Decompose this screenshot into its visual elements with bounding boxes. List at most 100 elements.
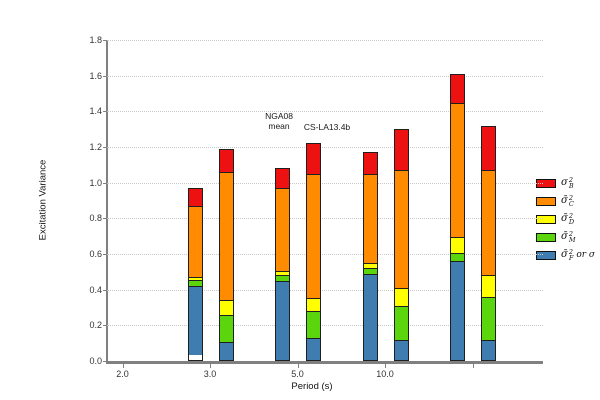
bar-segment-sigma2_F_or_sigma	[219, 341, 233, 360]
bar-segment-sigma2_B	[363, 153, 377, 175]
x-tick-label: 5.0	[291, 369, 304, 379]
stacked-bar-10.0-cs	[393, 129, 409, 361]
bar-segment-sigma2_B	[276, 169, 289, 189]
x-tick-label: 2.0	[116, 369, 129, 379]
bar-segment-sigma2_C	[451, 102, 464, 237]
bar-segment-sigma2_C	[363, 174, 377, 264]
bar-segment-sigma2_B	[451, 74, 464, 103]
gridline-y-1.0	[107, 182, 543, 184]
bar-segment-sigma2_B	[482, 126, 495, 171]
legend-item: σ̄ 2 D	[536, 210, 595, 228]
bar-segment-sigma2_M	[188, 279, 202, 286]
bar-segment-sigma2_M	[276, 275, 289, 282]
y-tick-mark	[103, 361, 107, 362]
y-tick-label: 0.6	[89, 249, 102, 259]
gridline-y-1.2	[107, 147, 543, 148]
gridline-y-0.8	[107, 218, 543, 220]
bar-segment-sigma2_D	[363, 263, 377, 268]
x-tick-mark	[297, 364, 299, 368]
y-tick-mark	[103, 325, 107, 327]
bar-segment-sigma2_F_or_sigma	[307, 338, 320, 360]
y-tick-mark	[103, 182, 107, 184]
bar-segment-sigma2_F_or_sigma	[482, 339, 495, 360]
bar-segment-sigma2_C	[307, 173, 320, 299]
annotation-nga08-line1: NGA08	[265, 111, 293, 121]
legend-label: σ̄ 2 M	[561, 230, 576, 244]
y-axis-title: Excitation Variance	[37, 159, 49, 241]
legend-label: σ̄ 2 C	[561, 194, 574, 208]
bar-segment-sigma2_F_or_sigma	[394, 339, 408, 360]
bar-segment-sigma2_C	[219, 172, 233, 300]
bar-segment-sigma2_B	[188, 189, 202, 206]
x-tick-label: 3.0	[203, 369, 217, 379]
gridline-y-1.6	[107, 75, 543, 77]
gridline-y-0.6	[107, 254, 543, 255]
y-tick-label: 1.2	[89, 142, 102, 152]
bar-segment-sigma2_C	[188, 205, 202, 277]
y-tick-mark	[103, 218, 107, 220]
bar-segment-sigma2_F_or_sigma	[451, 261, 464, 360]
gridline-y-0.2	[107, 325, 543, 327]
stacked-bar-3.0-nga08	[187, 188, 203, 361]
bar-segment-sigma2_D	[188, 276, 202, 280]
annotation-cs-la13: CS-LA13.4b	[303, 122, 351, 132]
x-tick-mark	[472, 364, 474, 368]
stacked-bar-3.0-cs	[218, 148, 234, 361]
y-tick-mark	[103, 40, 107, 41]
bar-segment-sigma2_M	[482, 297, 495, 340]
bar-segment-sigma2_M	[363, 267, 377, 275]
gridline-y-0.4	[107, 289, 543, 291]
bar-segment-sigma2_C	[276, 188, 289, 271]
stacked-bar-5.0-cs	[306, 143, 321, 361]
y-tick-mark	[103, 111, 107, 113]
x-tick-label: 10.0	[376, 369, 394, 379]
annotation-nga08-mean: NGA08 mean	[265, 111, 293, 131]
y-tick-label: 0.2	[89, 320, 102, 331]
bar-segment-sigma2_B	[394, 130, 408, 171]
y-tick-label: 1.8	[89, 35, 102, 45]
gridline-y-1.4	[107, 111, 543, 113]
bar-segment-sigma2_M	[219, 314, 233, 342]
y-tick-mark	[103, 254, 107, 255]
y-tick-label: 1.0	[89, 177, 102, 188]
bar-segment-sigma2_D	[451, 236, 464, 254]
legend-item: σ̄ 2 M	[536, 228, 595, 246]
bar-segment-sigma2_D	[276, 270, 289, 276]
bar-segment-sigma2_D	[394, 287, 408, 306]
legend-swatch	[536, 232, 556, 242]
gridline-y-1.8	[107, 40, 543, 41]
y-tick-mark	[103, 147, 107, 148]
bar-segment-sigma2_D	[307, 298, 320, 312]
stacked-bar--cs	[481, 125, 496, 361]
bar-segment-sigma2_D	[219, 299, 233, 315]
y-tick-label: 1.4	[89, 106, 102, 117]
y-tick-mark	[103, 289, 107, 291]
bar-segment-sigma2_M	[394, 305, 408, 340]
x-axis-spine	[106, 361, 543, 364]
x-tick-mark	[385, 364, 386, 368]
x-tick-mark	[210, 364, 211, 368]
legend-item: σ̄ 2 C	[536, 192, 595, 210]
y-tick-label: 1.6	[89, 70, 102, 81]
stacked-bar-10.0-nga08	[362, 152, 378, 361]
bar-segment-sigma2_B	[219, 149, 233, 173]
legend-swatch	[536, 250, 556, 260]
y-tick-label: 0.0	[89, 356, 102, 366]
bar-segment-sigma2_F_or_sigma	[363, 274, 377, 360]
y-axis-spine	[106, 40, 108, 363]
annotation-nga08-line2: mean	[268, 121, 290, 131]
y-tick-mark	[103, 75, 107, 77]
y-tick-label: 0.8	[89, 213, 102, 224]
legend-swatch	[536, 196, 556, 206]
bar-segment-sigma2_F_or_sigma	[188, 285, 202, 355]
bar-segment-sigma2_M	[451, 253, 464, 262]
legend-label: σ̄ 2 D	[561, 212, 575, 226]
x-axis-title: Period (s)	[291, 381, 333, 392]
bar-segment-sigma2_C	[482, 170, 495, 276]
